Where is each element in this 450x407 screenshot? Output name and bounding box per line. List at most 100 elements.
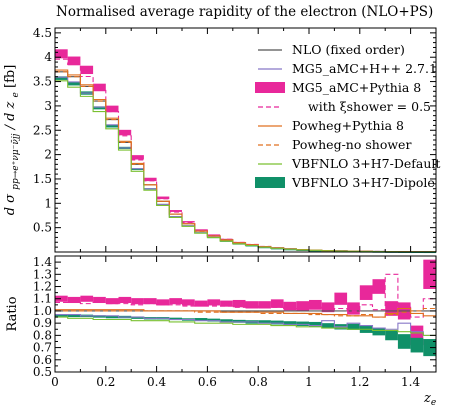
series-7-band-ratio — [397, 334, 411, 349]
y-tick-label: 0.5 — [33, 221, 52, 235]
ratio-tick-label: 0.7 — [33, 341, 52, 355]
series-2-band-ratio — [105, 298, 119, 305]
y-tick-label: 2.5 — [33, 123, 52, 137]
ratio-tick-label: 1.3 — [33, 267, 52, 281]
legend-swatch — [255, 82, 285, 93]
ratio-tick-label: 1.0 — [33, 304, 52, 318]
series-2-band-ratio — [169, 298, 182, 305]
series-2-band-ratio — [182, 299, 195, 306]
series-2-band-ratio — [67, 296, 81, 304]
x-tick-label: 0.4 — [147, 375, 166, 389]
x-tick-label: 0.8 — [249, 375, 268, 389]
series-7-band-ratio — [372, 328, 386, 336]
series-2-band-ratio — [131, 298, 144, 305]
series-2-band-ratio — [334, 292, 348, 305]
series-2-band-ratio — [283, 301, 297, 311]
series-2-band-ratio — [55, 295, 68, 302]
series-7-band-ratio — [258, 320, 271, 324]
series-2-band-main — [169, 210, 182, 212]
series-2-band-ratio — [194, 300, 208, 307]
series-2-band-ratio — [347, 302, 360, 315]
series-4-line-ratio — [55, 307, 436, 318]
series-7-band-ratio — [105, 315, 119, 319]
series-6-line-ratio — [55, 316, 436, 336]
ratio-tick-label: 1.1 — [33, 292, 52, 306]
series-5-line-ratio — [55, 307, 436, 318]
series-2-band-ratio — [156, 299, 170, 306]
series-3-line-ratio — [55, 273, 436, 318]
series-2-band-main — [67, 56, 81, 66]
series-7-band-main — [55, 76, 68, 80]
legend-label: Powheg-no shower — [292, 137, 411, 152]
y-tick-label: 3.5 — [33, 75, 52, 89]
legend-label: NLO (fixed order) — [292, 42, 405, 57]
ratio-tick-label: 1.2 — [33, 280, 52, 294]
series-7-band-main — [93, 106, 106, 110]
series-2-band-ratio — [207, 299, 221, 306]
legend-label: Powheg+Pythia 8 — [292, 118, 404, 133]
ratio-frame — [54, 255, 437, 373]
series-2-band-main — [105, 105, 119, 113]
series-2-band-ratio — [143, 298, 157, 305]
y-tick-label: 4 — [44, 50, 52, 64]
series-7-band-ratio — [410, 337, 424, 353]
series-2-band-ratio — [80, 295, 94, 302]
series-2-band-ratio — [359, 285, 373, 300]
series-2-band-ratio — [258, 301, 271, 309]
series-7-band-ratio — [220, 319, 233, 323]
series-7-band-ratio — [423, 339, 436, 357]
series-1-line-ratio — [55, 314, 436, 336]
y-tick-label: 1.5 — [33, 172, 52, 186]
x-tick-label: 0.6 — [198, 375, 217, 389]
series-2-band-main — [80, 65, 94, 75]
y-tick-label: 4.5 — [33, 26, 52, 40]
series-2-band-main — [207, 234, 221, 236]
series-2-band-main — [143, 177, 157, 182]
x-tick-label: 1 — [305, 375, 313, 389]
series-2-band-ratio — [423, 259, 436, 289]
series-6-line-main — [55, 80, 436, 253]
series-7-band-main — [67, 81, 81, 86]
series-2-band-ratio — [321, 302, 335, 313]
series-7-band-ratio — [385, 330, 398, 341]
series-2-band-ratio — [118, 296, 132, 304]
series-7-band-ratio — [283, 321, 297, 326]
series-7-band-ratio — [296, 321, 309, 326]
series-2-band-main — [93, 83, 106, 92]
series-7-band-ratio — [321, 323, 335, 329]
y-tick-label: 2 — [44, 148, 52, 162]
legend-label: MG5_aMC+Pythia 8 — [292, 80, 421, 95]
series-2-band-ratio — [245, 301, 259, 309]
ratio-tick-label: 0.6 — [33, 353, 52, 367]
ratio-tick-label: 0.9 — [33, 316, 52, 330]
series-2-band-main — [182, 221, 195, 223]
series-7-band-main — [105, 124, 119, 128]
x-tick-label: 1.4 — [401, 375, 420, 389]
chart-title: Normalised average rapidity of the elect… — [56, 4, 433, 20]
legend-label: VBFNLO 3+H7-Dipole — [291, 175, 435, 190]
ratio-axis-title: Ratio — [5, 296, 20, 331]
series-7-band-ratio — [67, 314, 81, 318]
series-7-band-ratio — [169, 317, 182, 321]
legend-swatch — [255, 177, 285, 188]
x-tick-label: 0 — [51, 375, 59, 389]
series-7-band-ratio — [93, 315, 106, 318]
x-tick-label: 1.2 — [350, 375, 369, 389]
series-7-band-ratio — [232, 319, 246, 323]
series-7-band-ratio — [270, 320, 284, 325]
y-tick-label: 1 — [44, 196, 52, 210]
x-tick-label: 0.2 — [96, 375, 115, 389]
series-7-band-ratio — [131, 316, 144, 319]
series-2-band-ratio — [232, 299, 246, 308]
legend-label: with ξshower = 0.5 — [308, 99, 431, 114]
series-7-band-ratio — [347, 323, 360, 330]
series-7-band-ratio — [194, 318, 208, 321]
series-2-band-ratio — [296, 301, 309, 311]
ratio-tick-label: 1.4 — [33, 255, 52, 269]
series-2-band-ratio — [372, 279, 386, 294]
series-2-band-main — [131, 155, 144, 160]
series-2-band-main — [55, 49, 68, 59]
series-2-band-ratio — [385, 301, 398, 316]
series-2-band-ratio — [309, 299, 322, 310]
